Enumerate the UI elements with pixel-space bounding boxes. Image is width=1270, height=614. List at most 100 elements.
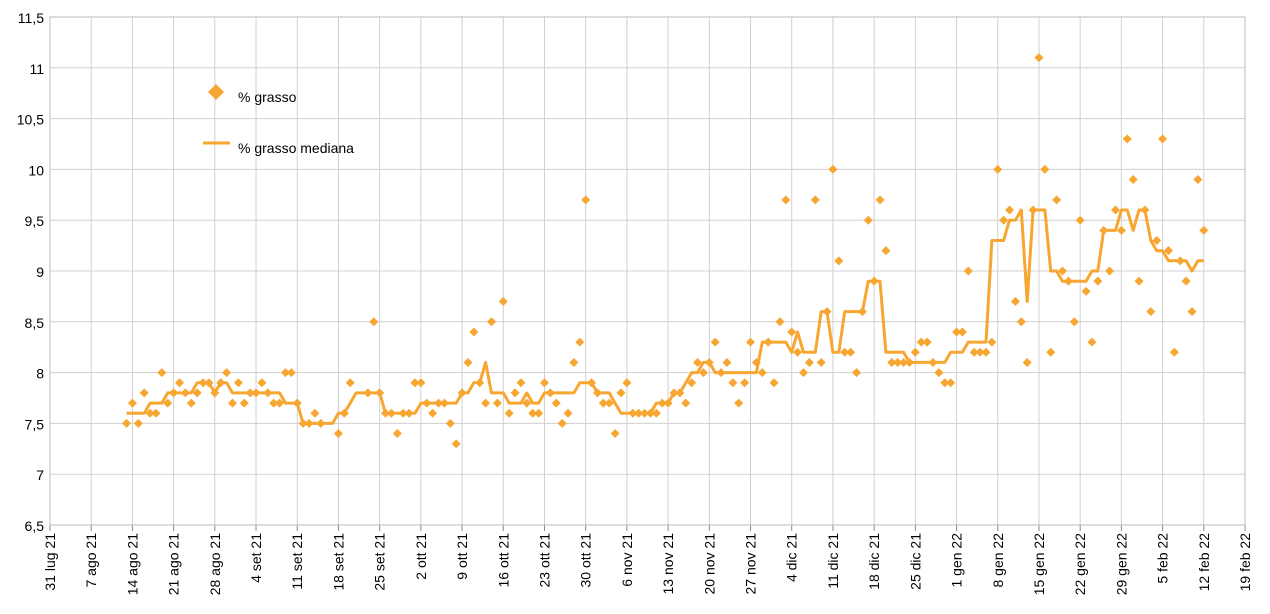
data-point — [940, 378, 950, 388]
y-tick-label: 11,5 — [18, 10, 44, 26]
data-point — [133, 418, 143, 428]
data-point — [1199, 225, 1209, 235]
data-point — [563, 408, 573, 418]
data-point — [728, 378, 738, 388]
data-point — [834, 256, 844, 266]
x-tick-label: 27 nov 21 — [743, 533, 759, 595]
data-point — [345, 378, 355, 388]
data-point — [1022, 357, 1032, 367]
data-point — [227, 398, 237, 408]
x-tick-label: 4 dic 21 — [784, 533, 800, 582]
x-tick-label: 21 ago 21 — [166, 533, 182, 595]
x-tick-label: 14 ago 21 — [124, 533, 140, 595]
x-tick-label: 11 dic 21 — [825, 533, 841, 589]
data-point — [428, 408, 438, 418]
data-point — [616, 388, 626, 398]
x-tick-label: 5 feb 22 — [1155, 533, 1171, 584]
data-point — [1034, 53, 1044, 63]
data-point — [1122, 134, 1132, 144]
data-point — [1158, 134, 1168, 144]
data-point — [280, 368, 290, 378]
data-point — [934, 368, 944, 378]
plot-frame — [49, 16, 1246, 526]
data-point — [610, 429, 620, 439]
x-tick-label: 8 gen 22 — [990, 533, 1006, 588]
x-tick-label: 1 gen 22 — [949, 533, 965, 588]
data-point — [793, 347, 803, 357]
data-point — [1087, 337, 1097, 347]
data-point — [575, 337, 585, 347]
data-point — [463, 357, 473, 367]
data-point — [734, 398, 744, 408]
data-point — [151, 408, 161, 418]
data-point — [810, 195, 820, 205]
data-point — [840, 347, 850, 357]
data-point — [787, 327, 797, 337]
data-point — [1081, 286, 1091, 296]
data-point — [781, 195, 791, 205]
data-point — [710, 337, 720, 347]
data-point — [1058, 266, 1068, 276]
data-point — [233, 378, 243, 388]
data-point — [516, 378, 526, 388]
data-point — [469, 327, 479, 337]
data-point — [757, 368, 767, 378]
data-point — [257, 378, 267, 388]
x-tick-label: 25 set 21 — [372, 533, 388, 591]
data-point — [275, 398, 285, 408]
data-point — [1075, 215, 1085, 225]
data-point — [528, 408, 538, 418]
x-tick-label: 4 set 21 — [248, 533, 264, 583]
x-tick-label: 30 ott 21 — [578, 533, 594, 588]
data-point — [999, 215, 1009, 225]
data-point — [863, 215, 873, 225]
x-tick-label: 2 ott 21 — [413, 533, 429, 580]
data-point — [127, 398, 137, 408]
data-point — [952, 327, 962, 337]
data-point — [598, 398, 608, 408]
data-point — [333, 429, 343, 439]
data-point — [186, 398, 196, 408]
data-point — [622, 378, 632, 388]
y-tick-label: 10,5 — [17, 112, 44, 128]
x-tick-label: 11 set 21 — [289, 533, 305, 590]
data-point — [369, 317, 379, 327]
data-point — [1134, 276, 1144, 286]
data-point — [122, 418, 132, 428]
data-point — [881, 246, 891, 256]
x-tick-label: 31 lug 21 — [42, 533, 58, 591]
x-tick-label: 16 ott 21 — [495, 533, 511, 588]
data-point — [222, 368, 232, 378]
x-tick-label: 25 dic 21 — [907, 533, 923, 590]
data-point — [910, 347, 920, 357]
data-point — [175, 378, 185, 388]
data-point — [1040, 164, 1050, 174]
x-tick-label: 6 nov 21 — [619, 533, 635, 587]
data-point — [1187, 307, 1197, 317]
data-point — [746, 337, 756, 347]
data-point — [957, 327, 967, 337]
data-point — [1163, 246, 1173, 256]
data-point — [269, 398, 279, 408]
data-point — [492, 398, 502, 408]
data-point — [993, 164, 1003, 174]
data-point — [157, 368, 167, 378]
data-point — [687, 378, 697, 388]
x-tick-label: 18 set 21 — [330, 533, 346, 591]
data-point — [539, 378, 549, 388]
data-point — [946, 378, 956, 388]
data-point — [698, 368, 708, 378]
y-tick-label: 8,5 — [25, 315, 45, 331]
data-point — [828, 164, 838, 174]
data-point — [651, 408, 661, 418]
data-point — [557, 418, 567, 428]
data-point — [498, 296, 508, 306]
data-point — [681, 398, 691, 408]
data-point — [1110, 205, 1120, 215]
data-point — [1152, 236, 1162, 246]
y-tick-label: 7 — [36, 467, 44, 483]
data-point — [487, 317, 497, 327]
data-point — [1105, 266, 1115, 276]
data-point — [1146, 307, 1156, 317]
